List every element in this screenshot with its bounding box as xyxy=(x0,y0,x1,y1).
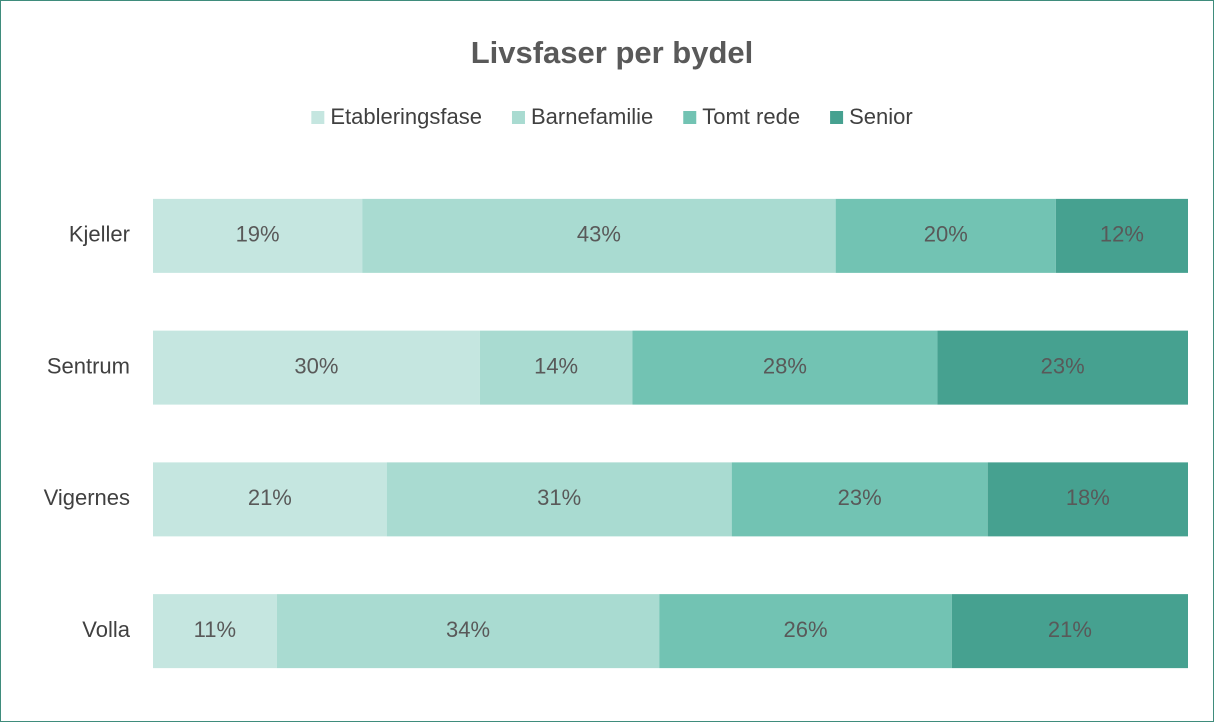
bar-segment xyxy=(153,198,363,273)
bar-segment xyxy=(835,198,1056,273)
y-tick-label: Vigernes xyxy=(44,485,130,510)
bar-segment xyxy=(479,330,633,405)
legend-label: Barnefamilie xyxy=(531,104,653,129)
bar-segment xyxy=(362,198,836,273)
bar-segment xyxy=(153,330,480,405)
legend-label: Tomt rede xyxy=(702,104,800,129)
data-label: 11% xyxy=(194,617,236,642)
legend-swatch xyxy=(511,111,525,124)
data-label: 30% xyxy=(294,353,338,378)
bar-segment xyxy=(153,594,277,669)
bar-segment xyxy=(951,594,1188,669)
y-tick-label: Kjeller xyxy=(69,222,130,247)
legend-swatch xyxy=(830,111,844,124)
data-label: 23% xyxy=(838,485,882,510)
bar-segment xyxy=(153,462,387,537)
legend-swatch xyxy=(683,111,697,124)
y-tick-label: Sentrum xyxy=(47,353,130,378)
bar-segment xyxy=(1055,198,1188,273)
bar-segment xyxy=(659,594,952,669)
data-label: 23% xyxy=(1041,353,1085,378)
bar-segment xyxy=(276,594,660,669)
data-label: 12% xyxy=(1100,222,1144,247)
bar-segment xyxy=(632,330,938,405)
legend-label: Etableringsfase xyxy=(330,104,482,129)
data-label: 28% xyxy=(763,353,807,378)
data-label: 34% xyxy=(446,617,490,642)
data-label: 21% xyxy=(1048,617,1092,642)
data-label: 43% xyxy=(577,222,621,247)
bar-segment xyxy=(987,462,1188,537)
data-label: 14% xyxy=(534,353,578,378)
data-label: 18% xyxy=(1066,485,1110,510)
bar-segment xyxy=(937,330,1188,405)
legend-swatch xyxy=(311,111,325,124)
legend-label: Senior xyxy=(849,104,913,129)
data-label: 19% xyxy=(236,222,280,247)
bar-segment xyxy=(386,462,732,537)
bar-segment xyxy=(731,462,988,537)
data-label: 26% xyxy=(783,617,827,642)
data-label: 21% xyxy=(248,485,292,510)
chart-title: Livsfaser per bydel xyxy=(471,35,754,70)
y-tick-label: Volla xyxy=(82,617,130,642)
data-label: 31% xyxy=(537,485,581,510)
data-label: 20% xyxy=(924,222,968,247)
